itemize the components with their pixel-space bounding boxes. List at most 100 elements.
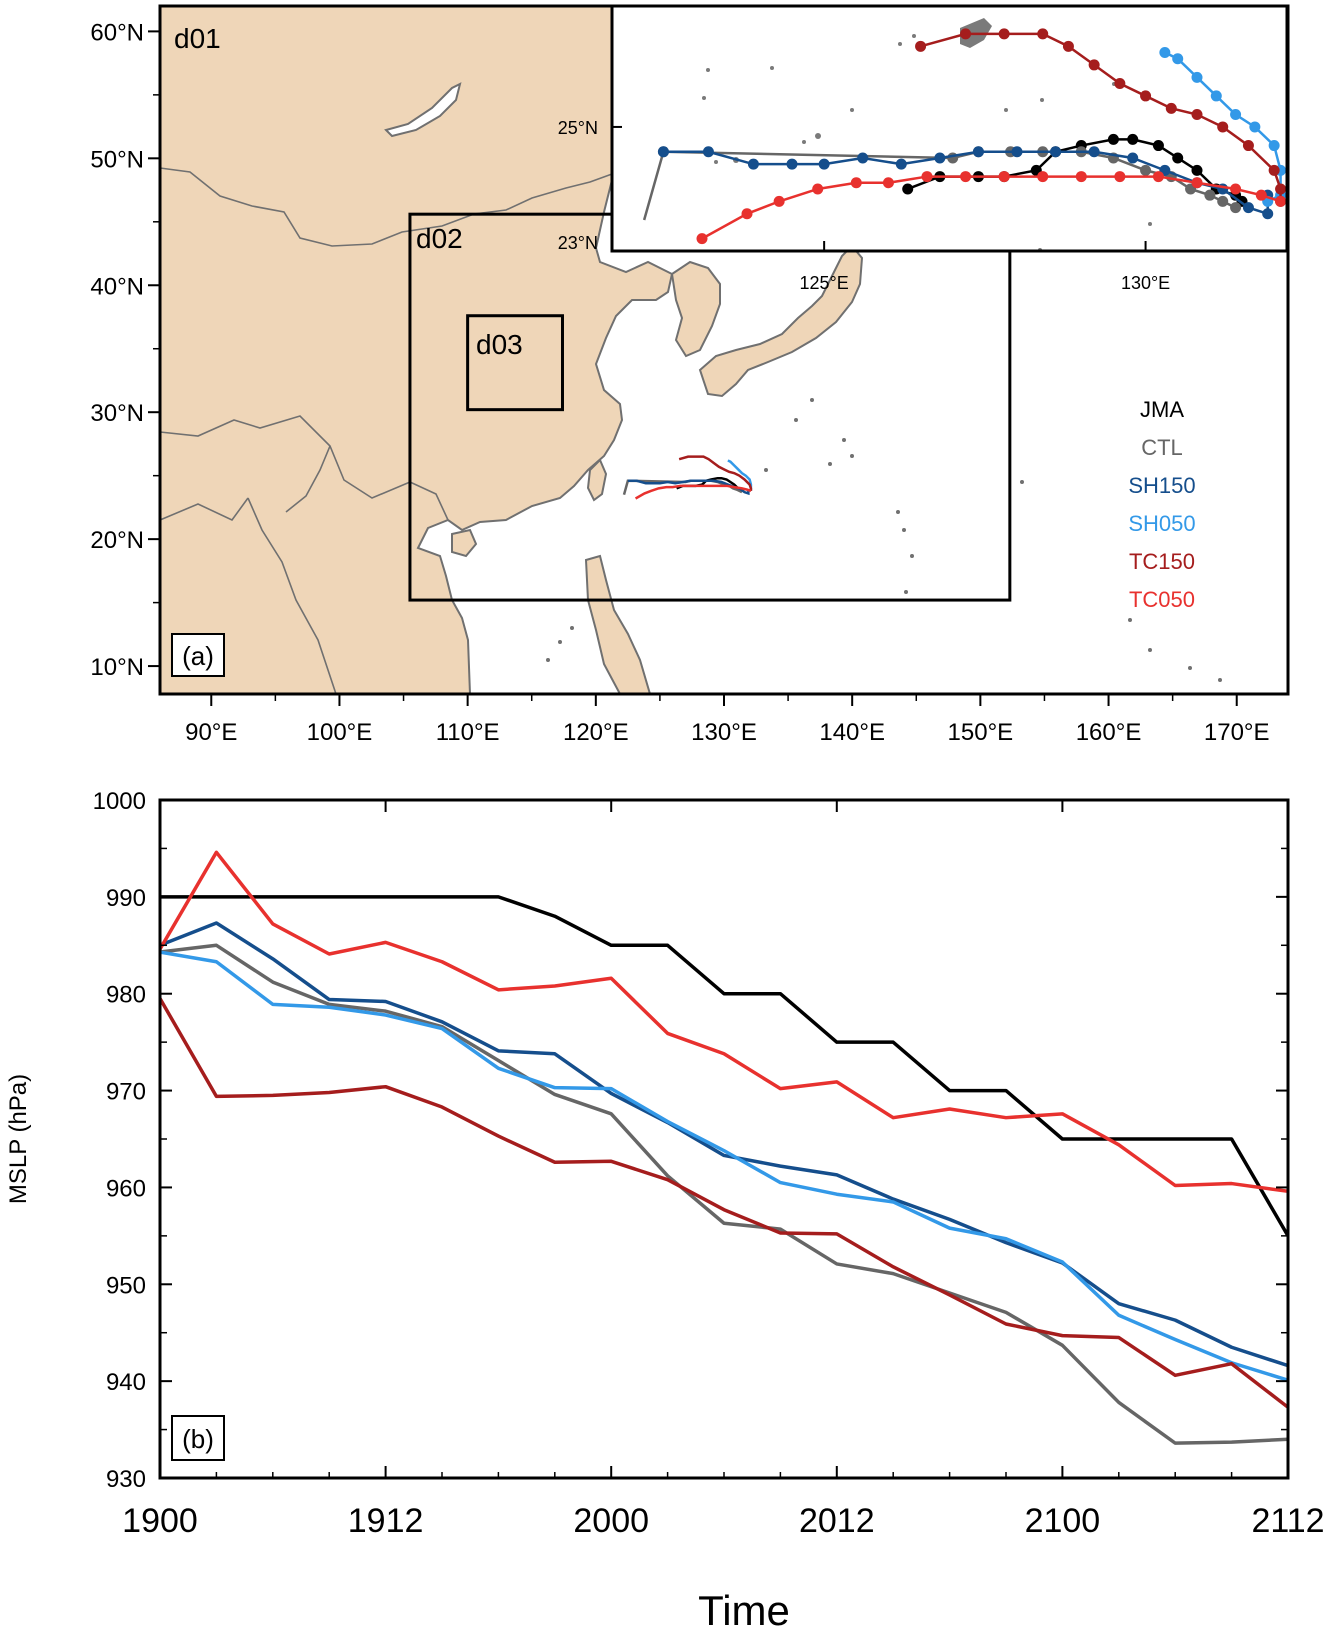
main-track-tc050 (634, 484, 752, 500)
inset-track-point (1152, 140, 1164, 152)
inset-map: 25°N 23°N 125°E 130°E (558, 4, 1289, 293)
lake-baikal (384, 82, 462, 138)
inset-track-point (960, 171, 972, 183)
inset-track-point (1114, 78, 1126, 90)
inset-track-point (882, 177, 894, 189)
inset-track-point (1165, 102, 1177, 114)
series-line-ctl (160, 943, 1288, 1445)
panel-a-label: (a) (182, 641, 214, 671)
inset-track-point (1088, 59, 1100, 71)
inset-track-point (1037, 171, 1049, 183)
inset-track-point (696, 233, 708, 245)
inset-track-point (1230, 109, 1242, 121)
lat-ticks: 60°N 50°N 40°N 30°N 20°N 10°N (90, 19, 160, 681)
main-track-tc150 (678, 455, 753, 491)
inset-track-point (1249, 121, 1261, 133)
inset-ticks: 25°N 23°N 125°E 130°E (558, 118, 1170, 293)
inset-track-point (773, 195, 785, 207)
lon-tick-label: 110°E (436, 719, 500, 746)
lon-tick-label: 90°E (185, 719, 237, 746)
lon-tick-label: 150°E (948, 719, 1014, 746)
series-line-tc050 (160, 850, 1288, 1194)
panel-b-label: (b) (182, 1424, 214, 1454)
inset-track-point (1275, 195, 1287, 207)
inset-track-point (1242, 202, 1254, 214)
inset-track-point (1210, 90, 1222, 102)
inset-track-point (934, 152, 946, 164)
y-tick-label: 980 (106, 982, 146, 1009)
lat-tick-label: 40°N (90, 273, 144, 300)
panel-a: 60°N 50°N 40°N 30°N 20°N 10°N 90°E 100°E 110°E 1… (90, 4, 1290, 746)
inset-track-point (1011, 146, 1023, 158)
panel-a-label-box (171, 633, 225, 677)
lon-tick-label: 130°E (691, 719, 757, 746)
inset-track-point (1172, 152, 1184, 164)
domain-d01-label: d01 (174, 23, 221, 54)
inset-track-point (741, 208, 753, 220)
inset-track-point (902, 183, 914, 195)
land-mainland (160, 6, 674, 694)
legend-entry-tc150: TC150 (1129, 549, 1195, 574)
series-line-jma (160, 895, 1288, 1237)
legend-entry-sh150: SH150 (1128, 473, 1195, 498)
land-group (160, 6, 1222, 694)
y-tick-label: 950 (106, 1272, 146, 1299)
series-line-sh050 (160, 950, 1288, 1382)
x-tick-label: 2100 (1025, 1502, 1101, 1540)
y-tick-label: 1000 (93, 788, 146, 815)
inset-track-point (1037, 28, 1049, 40)
panel-b: 930 940 950 960 970 980 990 1000 1900 1912 2000 20… (5, 788, 1325, 1630)
inset-track-point (702, 146, 714, 158)
inset-track-point (1217, 121, 1229, 133)
inset-track-point (1140, 90, 1152, 102)
legend-entry-sh050: SH050 (1128, 511, 1195, 536)
legend-entry-jma: JMA (1140, 397, 1184, 422)
y-tick-label: 970 (106, 1079, 146, 1106)
borders (160, 167, 613, 694)
inset-track-point (1050, 146, 1062, 158)
main-map-tracks (622, 455, 753, 500)
inset-track-point (1217, 195, 1229, 207)
islands (546, 398, 1222, 682)
inset-track-point (1088, 146, 1100, 158)
inset-track-point (972, 146, 984, 158)
inset-track-point (915, 40, 927, 52)
inset-track-point (895, 158, 907, 170)
lon-tick-label: 170°E (1204, 719, 1270, 746)
y-ticks: 930 940 950 960 970 980 990 1000 (93, 788, 1288, 1493)
inset-lon-tick-label: 125°E (800, 273, 849, 293)
inset-track-point (921, 171, 933, 183)
legend-entry-ctl: CTL (1141, 435, 1183, 460)
land-luzon (584, 554, 652, 694)
inset-track-point (1172, 53, 1184, 65)
inset-track-point (1114, 171, 1126, 183)
x-ticks: 1900 1912 2000 2012 2100 2112 (122, 800, 1325, 1540)
inset-track-point (1242, 140, 1254, 152)
inset-track-point (1230, 202, 1242, 214)
lon-tick-label: 120°E (563, 719, 629, 746)
inset-track-point (1127, 133, 1139, 145)
lat-tick-label: 60°N (90, 19, 144, 46)
lon-ticks: 90°E 100°E 110°E 120°E 130°E 140°E 150°E 160°E 1… (185, 694, 1270, 746)
inset-track-point (818, 158, 830, 170)
land-japan (698, 244, 864, 398)
lat-tick-label: 50°N (90, 146, 144, 173)
inset-track-point (1191, 71, 1203, 83)
inset-track-point (1255, 189, 1267, 201)
land-hainan (451, 528, 478, 558)
inset-track-point (960, 28, 972, 40)
inset-track-point (1204, 189, 1216, 201)
inset-track-point (998, 28, 1010, 40)
inset-track-point (786, 158, 798, 170)
inset-track-point (998, 171, 1010, 183)
domain-d03-box (466, 314, 564, 412)
inset-track-point (1262, 208, 1274, 220)
inset-track-point (1230, 183, 1242, 195)
inset-background (612, 6, 1287, 251)
inset-track-point (1062, 40, 1074, 52)
inset-track-point (1075, 171, 1087, 183)
series-line-sh150 (160, 921, 1288, 1368)
inset-tracks (642, 28, 1287, 245)
inset-track-point (1140, 164, 1152, 176)
